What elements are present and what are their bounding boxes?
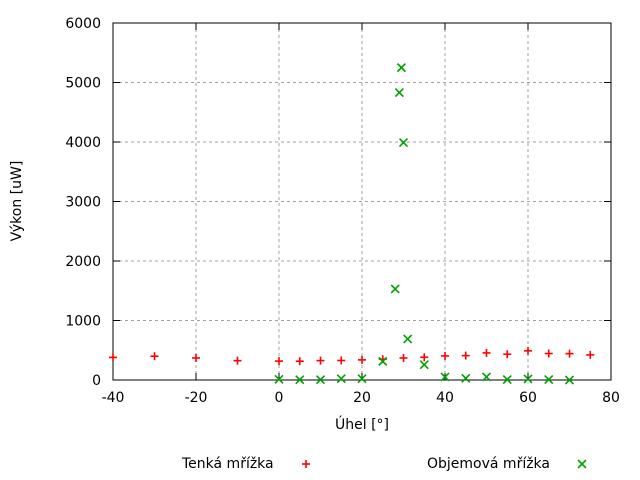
x-axis-title: Úhel [°] [335, 417, 389, 433]
x-tick-label: 60 [519, 390, 537, 406]
y-tick-label: 4000 [65, 135, 101, 151]
x-tick-label: 20 [353, 390, 371, 406]
y-tick-label: 1000 [65, 314, 101, 330]
series-points-objemova-mrizka [274, 63, 575, 385]
y-tick-label: 2000 [65, 254, 101, 270]
y-axis-title: Výkon [uW] [9, 160, 25, 242]
x-tick-label: 40 [436, 390, 454, 406]
legend-label-tenka-mrizka: Tenká mřížka [182, 456, 274, 472]
legend-label-objemova-mrizka: Objemová mřížka [427, 456, 550, 472]
y-tick-labels: 0 1000 2000 3000 4000 5000 6000 [65, 16, 101, 389]
axis-ticks [112, 22, 612, 381]
x-tick-label: -40 [102, 390, 125, 406]
x-tick-label: 0 [275, 390, 284, 406]
gridlines [113, 23, 611, 380]
x-tick-label: 80 [602, 390, 620, 406]
legend-entry-tenka-mrizka: Tenká mřížka [182, 456, 314, 472]
y-tick-label: 5000 [65, 76, 101, 92]
y-tick-label: 0 [92, 373, 101, 389]
x-tick-label: -20 [185, 390, 208, 406]
x-tick-labels: -40 -20 0 20 40 60 80 [102, 390, 620, 406]
y-tick-label: 3000 [65, 195, 101, 211]
cross-marker-icon [577, 459, 587, 469]
plus-marker-icon [301, 460, 310, 468]
legend-entry-objemova-mrizka: Objemová mřížka [427, 456, 590, 472]
series-points-tenka-mrizka [109, 346, 595, 366]
y-tick-label: 6000 [65, 16, 101, 32]
